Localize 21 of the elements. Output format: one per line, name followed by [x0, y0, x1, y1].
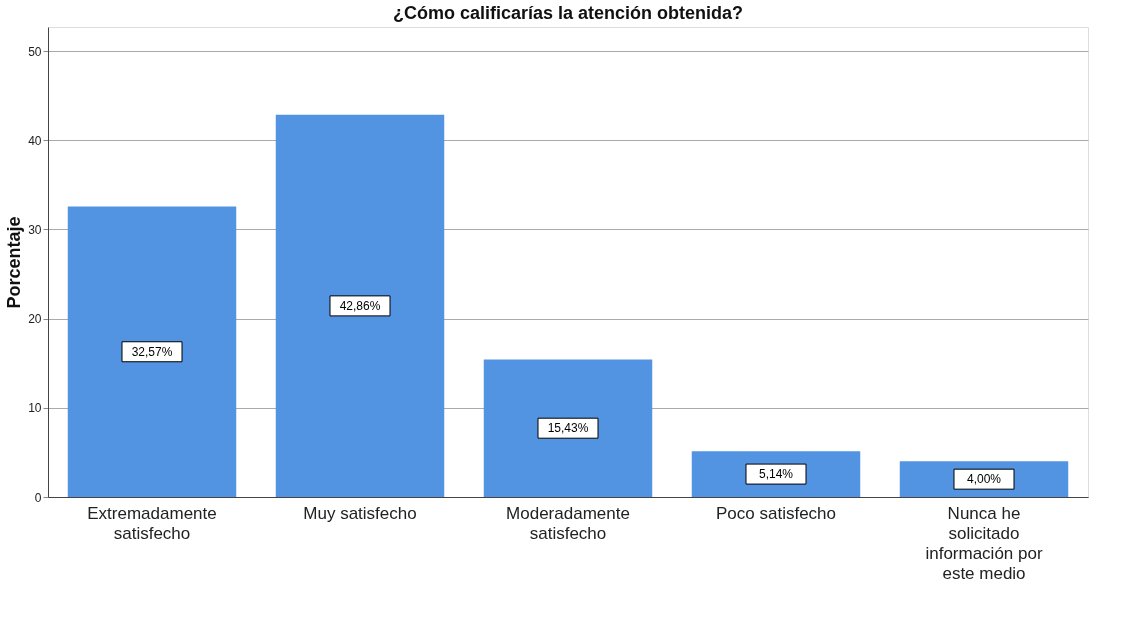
y-tick-label: 50	[28, 44, 42, 59]
data-label: 42,86%	[339, 298, 381, 313]
bar	[67, 206, 237, 497]
y-tick-label: 30	[28, 222, 42, 237]
x-tick-label: Extremadamente satisfecho	[87, 503, 217, 543]
data-label: 32,57%	[131, 344, 173, 359]
data-label: 4,00%	[966, 472, 1002, 487]
y-tick-label: 0	[34, 490, 42, 505]
y-tick-label: 20	[28, 312, 42, 327]
x-tick-label: Muy satisfecho	[303, 503, 417, 523]
y-axis-title: Porcentaje	[4, 216, 25, 309]
x-tick-label: Nunca he solicitado información por este medio	[925, 503, 1043, 583]
bar	[275, 114, 445, 497]
x-tick-label: Moderadamente satisfecho	[506, 503, 630, 543]
chart-title: ¿Cómo calificarías la atención obtenida?	[392, 3, 744, 23]
x-tick-label: Poco satisfecho	[715, 503, 837, 523]
data-label: 15,43%	[547, 421, 589, 436]
y-tick-label: 40	[28, 133, 42, 148]
data-label: 5,14%	[758, 467, 794, 482]
bar	[483, 359, 653, 497]
y-tick-label: 10	[28, 401, 42, 416]
